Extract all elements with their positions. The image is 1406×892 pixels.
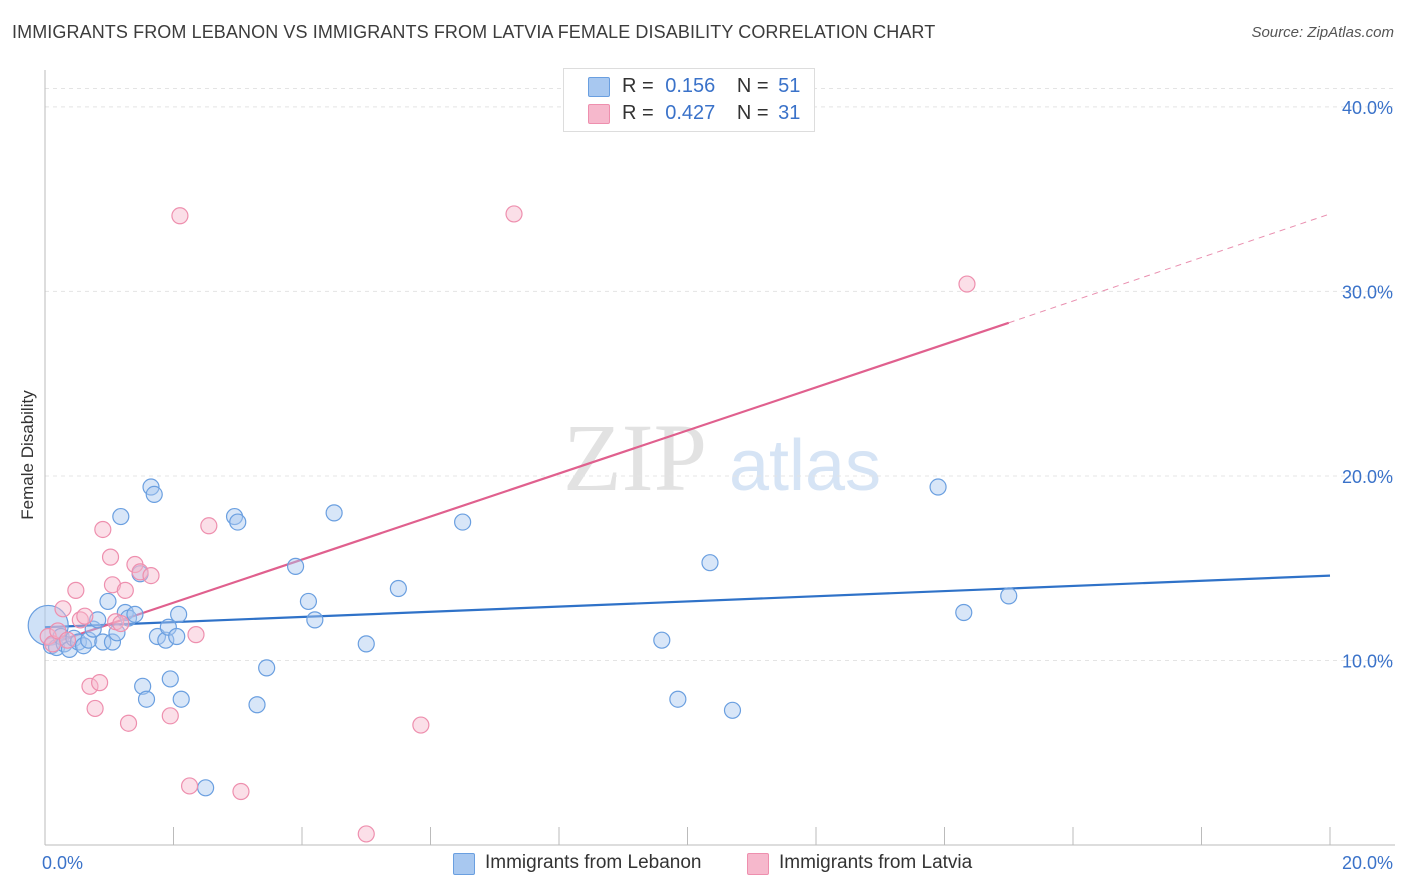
latvia-point: [357, 825, 375, 843]
gridlines: [45, 87, 1395, 661]
lebanon-point: [157, 631, 175, 649]
series-legend: Immigrants from Lebanon Immigrants from …: [0, 852, 1406, 878]
legend-n-label: N =: [736, 102, 769, 124]
legend-n-value: 31: [778, 102, 801, 124]
latvia-point: [58, 631, 77, 649]
lebanon-point: [929, 478, 947, 496]
latvia-point: [112, 614, 130, 633]
y-tick-label: 10.0%: [1342, 651, 1393, 671]
y-tick-label: 40.0%: [1342, 98, 1393, 118]
lebanon-point: [172, 690, 190, 708]
latvia-point: [200, 517, 218, 535]
legend-r-label: R =: [622, 75, 654, 97]
latvia-point: [505, 205, 523, 223]
latvia-point: [76, 607, 94, 625]
x-tick-label-min: 0.0%: [42, 853, 83, 873]
lebanon-point: [258, 659, 276, 677]
y-tick-label: 20.0%: [1342, 467, 1393, 487]
lebanon-point: [126, 605, 144, 623]
latvia-point: [131, 563, 149, 581]
legend-r-value: 0.156: [665, 75, 716, 97]
lebanon-point: [248, 696, 266, 714]
chart-title: IMMIGRANTS FROM LEBANON VS IMMIGRANTS FR…: [12, 22, 936, 42]
lebanon-point: [229, 513, 247, 531]
latvia-point: [187, 626, 205, 644]
lebanon-point: [99, 592, 117, 611]
lebanon-point: [148, 627, 167, 646]
y-tick-label: 30.0%: [1342, 282, 1393, 302]
legend-label-latvia: Immigrants from Latvia: [779, 852, 973, 873]
lebanon-point: [357, 635, 375, 653]
axes: [44, 70, 1395, 846]
latvia-point: [171, 207, 189, 225]
correlation-legend: R = 0.156 N = 51 R = 0.427 N = 31: [563, 68, 815, 132]
lebanon-point: [669, 690, 687, 708]
lebanon-point: [89, 611, 107, 629]
lebanon-swatch: [453, 853, 475, 875]
lebanon-trend-line: [44, 574, 1331, 629]
lebanon-point: [325, 504, 343, 522]
latvia-point: [101, 548, 120, 566]
lebanon-point: [306, 611, 324, 629]
y-axis-label: Female Disability: [18, 390, 37, 520]
latvia-swatch: [588, 104, 610, 124]
legend-n-value: 51: [778, 75, 801, 97]
legend-n-label: N =: [736, 75, 769, 97]
latvia-point: [180, 777, 199, 795]
latvia-point: [54, 600, 72, 618]
legend-r-label: R =: [622, 102, 654, 124]
watermark-atlas: atlas: [729, 426, 881, 506]
lebanon-point: [955, 603, 973, 622]
latvia-point: [94, 520, 112, 539]
lebanon-point: [286, 557, 305, 575]
lebanon-point: [137, 690, 156, 708]
lebanon-point: [197, 779, 215, 797]
lebanon-point: [94, 633, 112, 651]
legend-r-value: 0.427: [665, 102, 716, 124]
lebanon-point: [723, 701, 742, 719]
lebanon-point: [701, 554, 719, 572]
x-tick-label-max: 20.0%: [1342, 853, 1393, 873]
latvia-point: [958, 275, 976, 293]
latvia-point: [116, 581, 134, 599]
latvia-trend-line: [44, 321, 1010, 647]
watermark: ZIP atlas: [563, 404, 881, 511]
data-points: [27, 205, 1018, 843]
lebanon-swatch: [588, 77, 610, 97]
lebanon-point: [145, 485, 163, 504]
lebanon-point: [134, 677, 152, 695]
latvia-point: [412, 716, 430, 734]
lebanon-point: [389, 579, 407, 598]
latvia-point: [161, 707, 179, 725]
lebanon-point: [299, 592, 318, 611]
lebanon-point: [112, 507, 130, 526]
trend-lines: [44, 213, 1331, 647]
legend-label-lebanon: Immigrants from Lebanon: [485, 852, 702, 873]
lebanon-point: [454, 513, 472, 531]
latvia-point: [232, 782, 250, 801]
lebanon-point: [84, 620, 102, 638]
lebanon-point: [103, 633, 122, 651]
lebanon-point: [225, 507, 244, 526]
watermark-zip: ZIP: [563, 404, 707, 511]
latvia-point: [67, 581, 85, 599]
latvia-trend-extension: [1008, 213, 1331, 324]
latvia-point: [86, 699, 104, 718]
lebanon-point: [168, 627, 186, 646]
latvia-swatch: [747, 853, 769, 875]
lebanon-point: [653, 631, 671, 649]
lebanon-point: [1000, 587, 1018, 605]
latvia-point: [91, 674, 109, 692]
lebanon-point: [80, 631, 98, 649]
lebanon-point: [170, 605, 188, 623]
latvia-point: [119, 714, 138, 732]
latvia-point: [142, 566, 160, 585]
latvia-point: [81, 677, 99, 695]
latvia-point: [103, 576, 122, 594]
tick-labels: 10.0% 20.0% 30.0% 40.0% 0.0% 20.0%: [42, 98, 1393, 873]
source-label: Source: ZipAtlas.com: [1251, 24, 1394, 41]
lebanon-point: [161, 670, 179, 688]
